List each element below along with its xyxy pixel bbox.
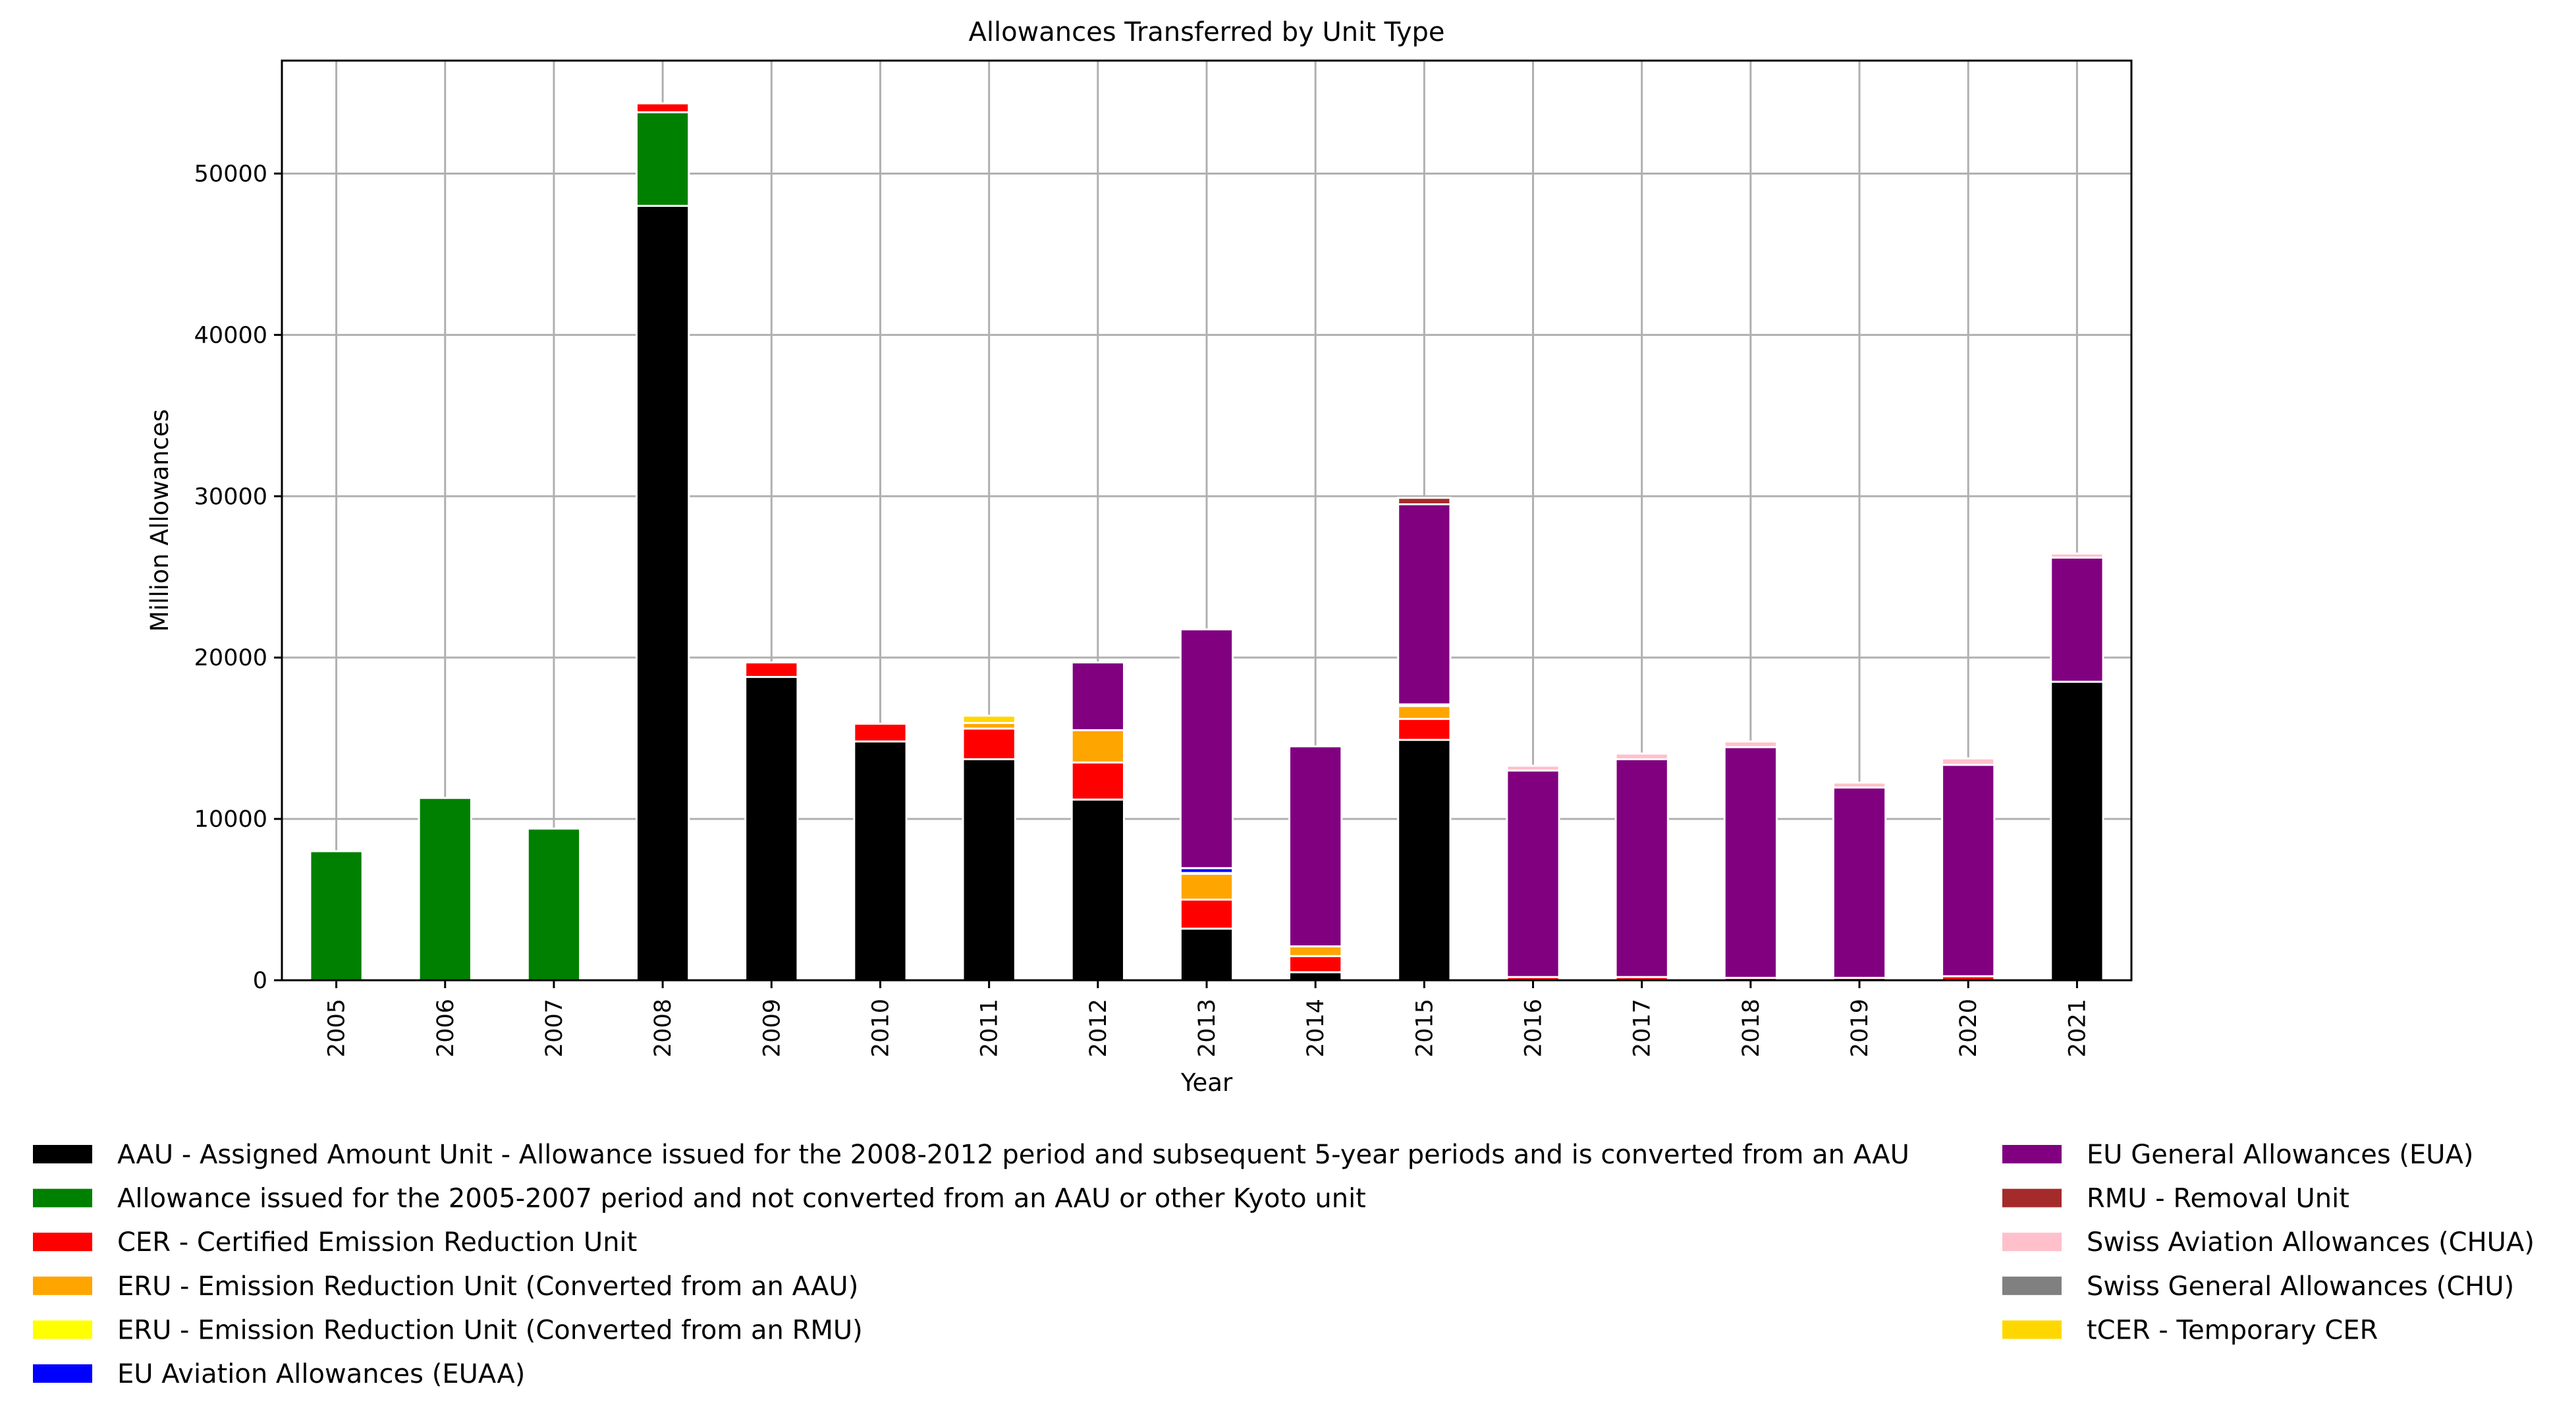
x-tick-label: 2010: [867, 999, 894, 1057]
legend-label: CER - Certified Emission Reduction Unit: [117, 1227, 637, 1258]
bar-segment: [1179, 928, 1234, 982]
bar-segment: [1506, 769, 1560, 978]
bar-segment: [853, 723, 908, 743]
y-tick-label: 40000: [194, 322, 267, 348]
x-tick-label: 2016: [1521, 999, 1547, 1057]
bar-segment: [1614, 758, 1669, 978]
bar-segment: [309, 850, 364, 982]
bar-segment: [1070, 729, 1125, 764]
y-tick-label: 20000: [194, 645, 267, 671]
y-axis-label: Million Allowances: [146, 409, 174, 632]
bar-segment: [744, 676, 799, 982]
chart-title: Allowances Transferred by Unit Type: [968, 17, 1444, 47]
bar-segment: [1070, 761, 1125, 801]
bar-segment: [1941, 757, 1996, 766]
bar-segment: [1288, 945, 1343, 957]
bar-segment: [526, 827, 582, 982]
bar-segment: [1614, 752, 1669, 760]
legend-swatch: [2002, 1145, 2062, 1163]
bar-segment: [2050, 552, 2104, 559]
legend-label: EU General Allowances (EUA): [2087, 1140, 2474, 1170]
bar-segment: [1832, 786, 1887, 979]
bar-segment: [1397, 497, 1452, 506]
bar-segment: [1397, 738, 1452, 982]
bar-segment: [635, 204, 690, 982]
ticks: 0 10000 20000 30000 40000 50000 2005 2006 2007 20…: [194, 161, 2091, 1057]
bar-segment: [1506, 764, 1560, 772]
y-tick-label: 10000: [194, 806, 267, 833]
bar-segment: [853, 740, 908, 982]
legend-label: Allowance issued for the 2005-2007 perio…: [117, 1184, 1366, 1214]
x-tick-label: 2011: [977, 999, 1003, 1057]
x-tick-label: 2005: [324, 999, 350, 1057]
x-axis-label: Year: [1180, 1069, 1233, 1097]
x-tick-label: 2007: [541, 999, 568, 1057]
bar-segment: [635, 102, 690, 113]
legend: AAU - Assigned Amount Unit - Allowance i…: [33, 1140, 2535, 1389]
legend-swatch: [33, 1364, 92, 1383]
legend-label: Swiss General Allowances (CHU): [2087, 1271, 2514, 1302]
x-tick-label: 2020: [1956, 999, 1982, 1057]
legend-swatch: [33, 1276, 92, 1295]
legend-label: ERU - Emission Reduction Unit (Converted…: [117, 1315, 863, 1345]
y-tick-label: 0: [253, 968, 267, 994]
legend-label: RMU - Removal Unit: [2087, 1184, 2349, 1214]
bar-segment: [962, 727, 1016, 760]
legend-label: tCER - Temporary CER: [2087, 1315, 2378, 1345]
legend-label: Swiss Aviation Allowances (CHUA): [2087, 1227, 2535, 1258]
bar-segment: [418, 796, 472, 982]
x-tick-label: 2012: [1085, 999, 1112, 1057]
legend-swatch: [2002, 1188, 2062, 1208]
legend-swatch: [2002, 1276, 2062, 1295]
legend-swatch: [33, 1145, 92, 1163]
bar-segment: [635, 111, 690, 207]
bars: [309, 102, 2104, 982]
bar-segment: [1179, 899, 1234, 930]
bar-segment: [1723, 746, 1778, 979]
y-tick-label: 30000: [194, 484, 267, 510]
legend-label: ERU - Emission Reduction Unit (Converted…: [117, 1271, 858, 1302]
bar-segment: [1941, 764, 1996, 978]
bar-segment: [1070, 661, 1125, 731]
x-tick-label: 2017: [1630, 999, 1656, 1057]
legend-swatch: [33, 1188, 92, 1208]
bar-segment: [2050, 681, 2104, 982]
x-tick-label: 2006: [433, 999, 459, 1057]
bar-segment: [1397, 503, 1452, 706]
x-tick-label: 2015: [1411, 999, 1438, 1057]
bar-segment: [1179, 872, 1234, 901]
bar-segment: [2050, 556, 2104, 683]
x-tick-label: 2009: [759, 999, 785, 1057]
bar-segment: [962, 714, 1016, 724]
legend-swatch: [2002, 1233, 2062, 1252]
x-tick-label: 2013: [1194, 999, 1220, 1057]
bar-segment: [1288, 745, 1343, 948]
x-tick-label: 2008: [650, 999, 676, 1057]
legend-label: AAU - Assigned Amount Unit - Allowance i…: [117, 1140, 1909, 1170]
bar-segment: [1397, 717, 1452, 741]
bar-segment: [1723, 740, 1778, 748]
bar-segment: [1070, 798, 1125, 982]
bar-segment: [1832, 781, 1887, 789]
legend-swatch: [2002, 1320, 2062, 1339]
bar-segment: [962, 758, 1016, 982]
x-tick-label: 2018: [1738, 999, 1765, 1057]
x-tick-label: 2019: [1847, 999, 1873, 1057]
bar-segment: [744, 661, 799, 679]
legend-label: EU Aviation Allowances (EUAA): [117, 1359, 525, 1389]
bar-segment: [1397, 705, 1452, 720]
bar-segment: [1288, 971, 1343, 982]
x-tick-label: 2021: [2064, 999, 2091, 1057]
y-tick-label: 50000: [194, 161, 267, 187]
legend-swatch: [33, 1233, 92, 1252]
bar-segment: [1288, 955, 1343, 974]
legend-swatch: [33, 1320, 92, 1339]
bar-segment: [1179, 628, 1234, 870]
x-tick-label: 2014: [1303, 999, 1329, 1057]
